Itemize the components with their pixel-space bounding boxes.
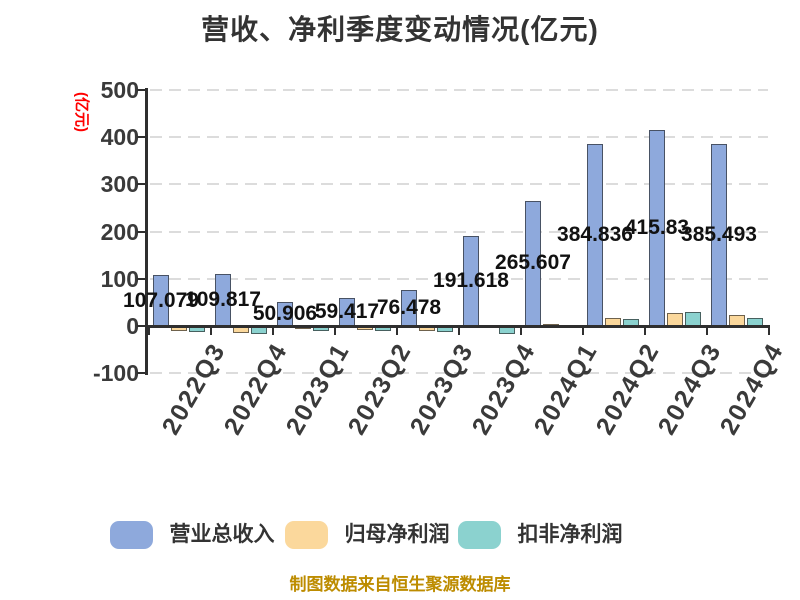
y-axis-line — [145, 88, 148, 375]
bar-value-label: 191.618 — [433, 268, 509, 292]
gridline — [150, 183, 768, 186]
x-tick-label: 2024Q4 — [714, 338, 790, 440]
legend-item-net-profit-excl: 扣非净利润 — [458, 521, 622, 549]
bar-value-label: 109.817 — [185, 288, 261, 312]
y-tick-label: 200 — [100, 218, 139, 245]
bar-value-label: 384.836 — [557, 223, 633, 247]
legend-item-net-profit: 归母净利润 — [285, 521, 449, 549]
legend-swatch-net-profit — [285, 521, 328, 549]
x-axis-zero-line — [145, 325, 770, 328]
bar-value-label: 59.417 — [314, 299, 380, 323]
legend-label-net-profit-excl: 扣非净利润 — [517, 523, 623, 546]
legend-label-net-profit: 归母净利润 — [344, 523, 450, 546]
y-tick-label: 100 — [100, 265, 139, 292]
gridline — [150, 372, 768, 375]
bar-value-label: 50.906 — [252, 301, 318, 325]
gridline — [150, 89, 768, 91]
y-tick-mark — [137, 183, 145, 186]
legend-label-revenue: 营业总收入 — [169, 523, 275, 546]
bar-value-label: 385.493 — [681, 223, 757, 247]
gridline — [150, 230, 768, 233]
legend-item-revenue: 营业总收入 — [110, 521, 274, 549]
chart-title: 营收、净利季度变动情况(亿元) — [201, 14, 599, 45]
legend-swatch-net-profit-excl — [458, 521, 501, 549]
bar-value-label: 107.079 — [123, 288, 199, 312]
y-tick-mark — [137, 372, 145, 375]
x-tick-mark — [396, 327, 398, 335]
y-tick-mark — [137, 89, 145, 91]
bar-扣非净利润 — [685, 312, 701, 326]
x-tick-mark — [210, 327, 212, 335]
x-tick-mark — [272, 327, 274, 335]
bar-value-label: 76.478 — [376, 295, 442, 319]
footer-note: 制图数据来自恒生聚源数据库 — [289, 575, 511, 594]
x-tick-mark — [334, 327, 336, 335]
y-tick-label: 400 — [100, 124, 139, 151]
y-tick-mark — [137, 230, 145, 233]
x-tick-mark — [520, 327, 522, 335]
x-tick-mark — [458, 327, 460, 335]
y-tick-label: -100 — [92, 360, 139, 387]
bar-value-label: 415.83 — [624, 215, 690, 239]
y-tick-label: 500 — [100, 77, 139, 103]
x-tick-mark — [706, 327, 708, 335]
gridline — [150, 277, 768, 280]
x-tick-mark — [768, 327, 770, 335]
gridline — [150, 136, 768, 139]
legend-swatch-revenue — [110, 521, 153, 549]
y-tick-mark — [137, 136, 145, 139]
y-tick-label: 0 — [126, 313, 139, 339]
x-tick-mark — [148, 327, 150, 335]
x-tick-mark — [582, 327, 584, 335]
x-tick-mark — [644, 327, 646, 335]
y-tick-label: 300 — [100, 171, 139, 198]
y-tick-mark — [137, 277, 145, 280]
y-tick-mark — [137, 325, 145, 327]
legend: 营业总收入 归母净利润 扣非净利润 — [0, 521, 800, 551]
bar-value-label: 265.607 — [495, 251, 571, 275]
